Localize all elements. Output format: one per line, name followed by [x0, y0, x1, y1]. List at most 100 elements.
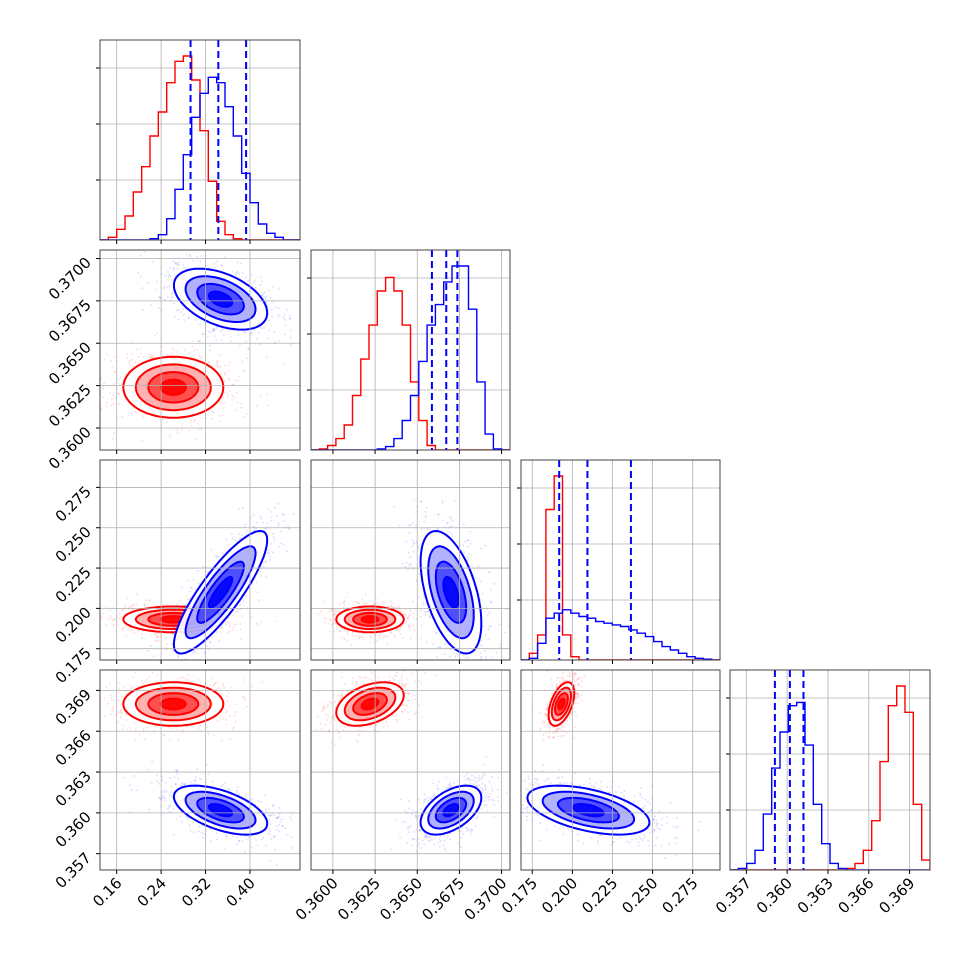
red-scatter-point — [193, 420, 196, 423]
red-scatter-point — [132, 684, 135, 687]
blue-scatter-point — [260, 327, 263, 330]
red-scatter-point — [179, 677, 182, 680]
blue-scatter-point — [282, 316, 285, 319]
red-series-joint-1-2 — [317, 591, 432, 646]
blue-scatter-point — [207, 330, 210, 333]
blue-scatter-point — [466, 662, 468, 664]
blue-scatter-point — [141, 287, 144, 290]
blue-scatter-point — [411, 539, 414, 542]
red-scatter-point — [362, 632, 365, 635]
blue-scatter-point — [244, 594, 247, 597]
red-scatter-point — [198, 428, 200, 431]
blue-scatter-point — [202, 566, 205, 569]
red-scatter-point — [133, 672, 136, 675]
blue-scatter-point — [183, 266, 185, 269]
red-scatter-point — [414, 608, 417, 611]
histogram-panel-1 — [311, 250, 510, 450]
blue-scatter-point — [267, 289, 270, 292]
blue-scatter-point — [252, 281, 255, 284]
blue-scatter-point — [147, 281, 150, 284]
red-scatter-point — [372, 603, 375, 606]
red-scatter-point — [113, 431, 116, 434]
red-scatter-point — [365, 602, 368, 605]
red-scatter-point — [218, 420, 221, 423]
blue-contour-line-3 — [172, 267, 269, 331]
red-scatter-point — [121, 628, 124, 631]
red-scatter-point — [228, 364, 231, 366]
blue-scatter-point — [141, 637, 144, 640]
red-histogram-3 — [730, 685, 930, 870]
blue-scatter-point — [283, 333, 286, 336]
blue-scatter-point — [470, 564, 473, 567]
red-scatter-point — [235, 392, 238, 394]
blue-scatter-point — [198, 323, 201, 326]
red-scatter-point — [189, 424, 192, 427]
blue-scatter-point — [271, 285, 274, 288]
red-scatter-point — [399, 633, 402, 636]
red-scatter-point — [404, 614, 407, 617]
blue-scatter-point — [247, 347, 250, 350]
blue-scatter-point — [234, 273, 237, 276]
red-scatter-point — [233, 714, 236, 717]
red-scatter-point — [239, 623, 242, 626]
red-scatter-point — [408, 624, 411, 627]
red-scatter-point — [207, 731, 210, 734]
red-scatter-point — [119, 710, 122, 712]
blue-scatter-point — [241, 272, 244, 275]
blue-scatter-point — [175, 309, 178, 312]
red-scatter-point — [216, 366, 219, 369]
red-scatter-point — [208, 349, 211, 352]
blue-scatter-point — [477, 565, 480, 568]
red-scatter-point — [403, 613, 406, 616]
blue-scatter-point — [445, 661, 447, 663]
red-scatter-point — [320, 610, 322, 612]
blue-scatter-point — [245, 530, 248, 533]
red-scatter-point — [221, 682, 224, 685]
blue-scatter-point — [489, 588, 492, 591]
red-scatter-point — [227, 393, 229, 396]
red-scatter-point — [199, 724, 202, 727]
red-scatter-point — [397, 628, 400, 631]
blue-scatter-point — [463, 551, 466, 554]
red-scatter-point — [404, 608, 407, 611]
red-scatter-point — [94, 622, 96, 624]
grid-lines-0-2 — [100, 460, 300, 660]
red-scatter-point — [169, 354, 172, 356]
red-scatter-point — [333, 618, 336, 621]
red-scatter-point — [172, 633, 175, 636]
blue-scatter-point — [270, 515, 273, 518]
red-scatter-point — [227, 377, 230, 380]
blue-scatter-point — [417, 547, 420, 550]
blue-scatter-point — [469, 542, 472, 545]
red-scatter-point — [111, 699, 114, 702]
red-scatter-point — [168, 436, 171, 438]
red-scatter-point — [111, 710, 114, 713]
grid-lines-1-2 — [311, 460, 510, 660]
red-scatter-point — [124, 626, 127, 629]
blue-scatter-point — [253, 328, 256, 331]
red-scatter-point — [218, 692, 221, 695]
red-scatter-point — [155, 639, 158, 642]
red-scatter-point — [190, 420, 193, 423]
blue-scatter-point — [441, 499, 444, 502]
red-scatter-point — [176, 428, 179, 431]
red-scatter-point — [110, 359, 113, 362]
blue-scatter-point — [409, 563, 412, 566]
blue-scatter-point — [493, 582, 496, 585]
red-scatter-point — [213, 683, 216, 686]
red-scatter-point — [222, 377, 225, 380]
blue-scatter-point — [481, 593, 484, 595]
red-scatter-point — [390, 604, 393, 607]
red-scatter-point — [355, 601, 358, 604]
red-scatter-point — [363, 638, 366, 641]
blue-scatter-point — [490, 625, 493, 628]
blue-scatter-point — [481, 625, 484, 628]
red-scatter-point — [233, 383, 236, 386]
blue-scatter-point — [415, 524, 418, 527]
blue-scatter-point — [508, 728, 510, 730]
blue-scatter-point — [176, 667, 178, 669]
hist-grid — [100, 40, 300, 240]
red-scatter-point — [413, 629, 416, 632]
red-scatter-point — [233, 623, 236, 626]
red-scatter-point — [138, 734, 141, 737]
